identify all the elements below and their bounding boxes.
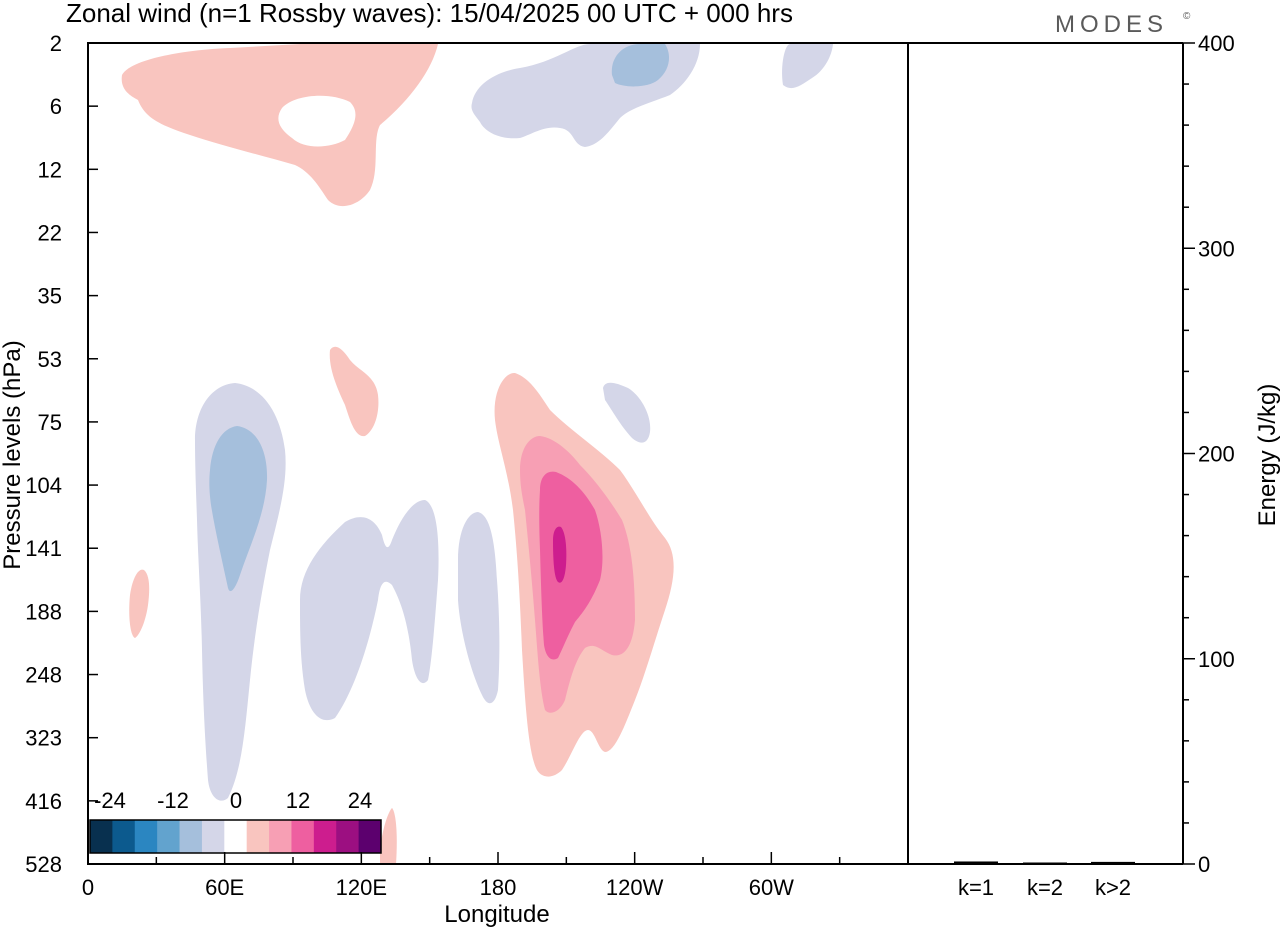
y-tick-label: 53	[38, 347, 62, 372]
energy-axis-title: Energy (J/kg)	[1254, 384, 1280, 527]
energy-tick-label: 200	[1198, 442, 1235, 467]
x-tick-label: 120W	[606, 875, 664, 900]
contour-pos-low-a	[129, 569, 150, 638]
energy-tick-label: 300	[1198, 236, 1235, 261]
y-tick-label: 22	[38, 220, 62, 245]
contour-neg-mid-b	[603, 382, 651, 443]
colorbar: -24 -12 0 12 24	[89, 788, 382, 854]
colorbar-swatch	[90, 820, 113, 853]
contour-pos-big-15	[539, 471, 603, 660]
contour-hole-upper	[278, 95, 356, 147]
brand-mark: ©	[1183, 11, 1191, 22]
colorbar-label: 12	[286, 788, 310, 813]
colorbar-swatch	[358, 820, 382, 853]
y-tick-label: 141	[25, 536, 62, 561]
energy-tick-label: 400	[1198, 31, 1235, 56]
chart-title: Zonal wind (n=1 Rossby waves): 15/04/202…	[66, 0, 793, 28]
x-tick-label: 60E	[205, 875, 244, 900]
contour-pos-upper	[121, 44, 439, 207]
x-tick-label: 120E	[336, 875, 387, 900]
colorbar-swatch	[201, 820, 225, 853]
y-tick-label: 416	[25, 789, 62, 814]
y-tick-label: 75	[38, 410, 62, 435]
energy-category-label: k=1	[958, 875, 994, 900]
contour-neg-upper-b	[611, 44, 670, 87]
contour-neg-col-b	[209, 426, 268, 592]
contour-pos-big-20	[553, 526, 567, 583]
y-tick-label: 248	[25, 663, 62, 688]
energy-bar	[1091, 861, 1135, 864]
colorbar-label: 24	[348, 788, 372, 813]
y-tick-label: 323	[25, 726, 62, 751]
energy-tick-label: 100	[1198, 647, 1235, 672]
modes-logo: MODES ©	[1055, 11, 1191, 38]
colorbar-swatch	[269, 820, 292, 853]
y-axis-title: Pressure levels (hPa)	[0, 340, 26, 569]
x-tick-label: 0	[82, 875, 94, 900]
energy-bar	[954, 861, 998, 864]
y-tick-label: 188	[25, 599, 62, 624]
y-tick-label: 6	[50, 94, 62, 119]
colorbar-swatches	[90, 820, 382, 853]
colorbar-swatch	[224, 820, 248, 853]
colorbar-swatch	[336, 820, 360, 853]
x-tick-label: 60W	[749, 875, 794, 900]
colorbar-swatch	[134, 820, 158, 853]
contour-pos-mid-a	[329, 346, 379, 437]
colorbar-label: 0	[230, 788, 242, 813]
contour-neg-col-d	[458, 512, 500, 704]
y-tick-label: 35	[38, 284, 62, 309]
energy-bar	[1023, 862, 1067, 864]
contour-field	[121, 44, 833, 864]
energy-y-axis: 0 100 200 300 400	[1183, 31, 1235, 877]
contour-pos-low-b	[380, 808, 397, 864]
contour-neg-upper-c	[782, 44, 833, 89]
y-tick-label: 2	[50, 31, 62, 56]
colorbar-swatch	[112, 820, 136, 853]
y-axis: 2 6 12 22 35 53 75 104 141 188 248 323 416 528	[25, 31, 98, 877]
energy-category-label: k>2	[1095, 875, 1131, 900]
colorbar-swatch	[291, 820, 315, 853]
contour-neg-col-c	[300, 500, 439, 721]
energy-bars	[954, 861, 1135, 864]
colorbar-swatch	[246, 820, 270, 853]
x-tick-label: 180	[480, 875, 517, 900]
energy-panel: 0 100 200 300 400 k=1 k=2 k>2 Energy (J/kg)	[908, 31, 1280, 900]
energy-categories: k=1 k=2 k>2	[958, 875, 1131, 900]
x-axis-title: Longitude	[444, 901, 549, 928]
brand-name: MODES	[1055, 11, 1168, 38]
y-tick-label: 528	[25, 852, 62, 877]
y-tick-label: 12	[38, 157, 62, 182]
colorbar-swatch	[157, 820, 181, 853]
y-tick-label: 104	[25, 473, 62, 498]
colorbar-swatch	[313, 820, 337, 853]
colorbar-swatch	[179, 820, 203, 853]
colorbar-label: -12	[157, 788, 189, 813]
energy-category-label: k=2	[1027, 875, 1063, 900]
x-axis: 0 60E 120E 180 120W 60W	[82, 852, 841, 900]
colorbar-frame	[89, 819, 382, 854]
energy-tick-label: 0	[1198, 852, 1210, 877]
colorbar-label: -24	[94, 788, 126, 813]
